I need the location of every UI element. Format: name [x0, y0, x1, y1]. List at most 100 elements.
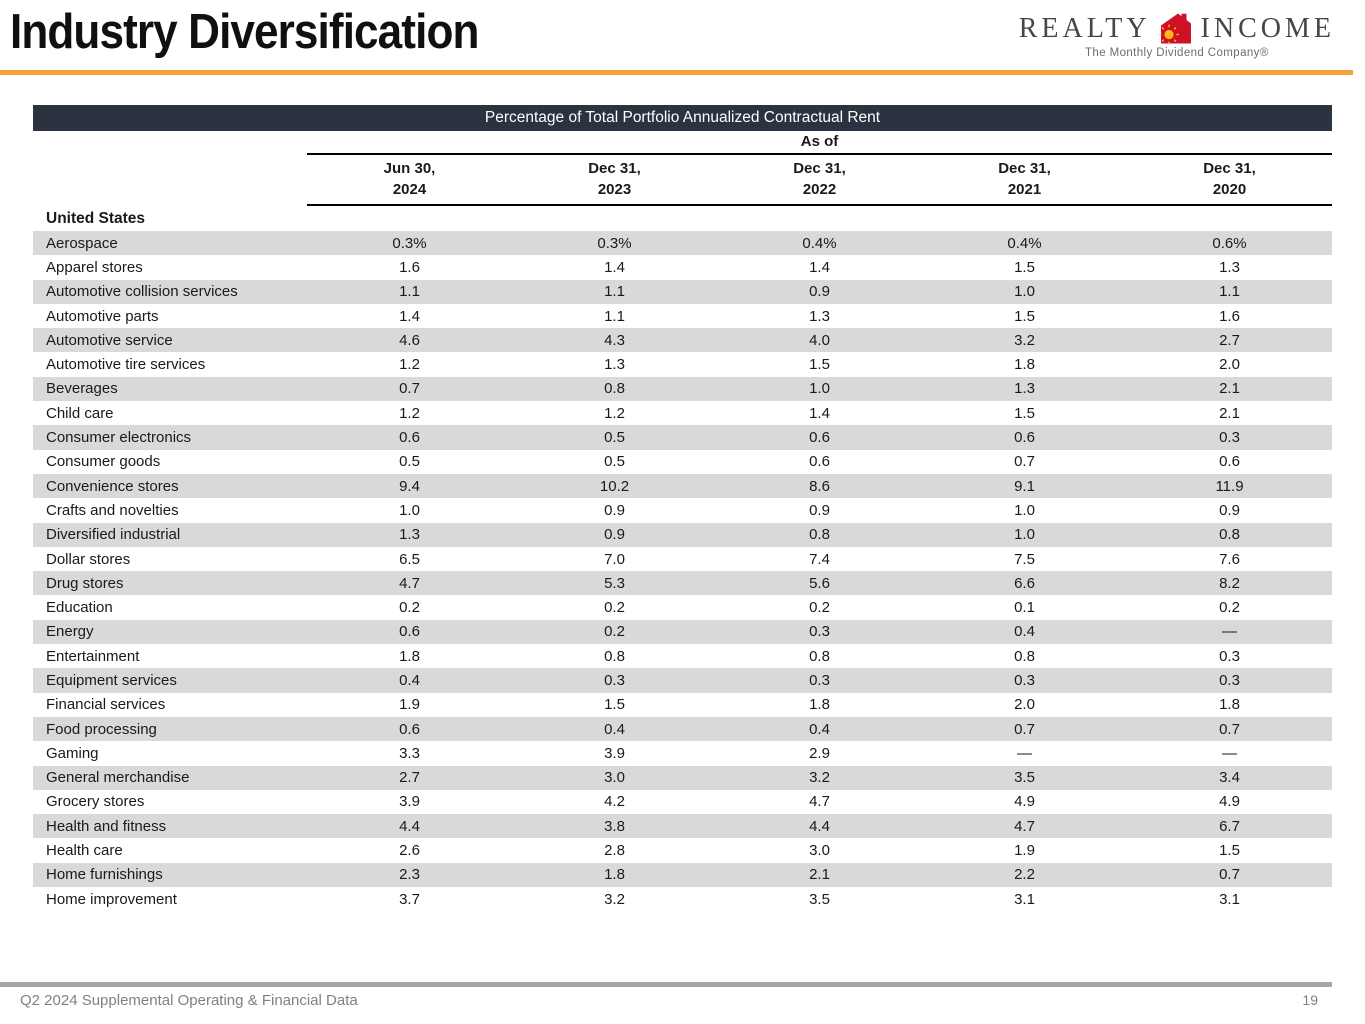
title-accent-rule — [0, 70, 1353, 75]
value-cell: 3.9 — [604, 744, 625, 762]
value-cell: 1.3 — [809, 307, 830, 325]
value-cell: 2.1 — [809, 866, 830, 884]
value-cell: 4.9 — [1219, 793, 1240, 811]
date-column-header-2022: Dec 31, 2022 — [793, 160, 846, 198]
date-column-header-2023: Dec 31, 2023 — [588, 160, 641, 198]
value-cell: 9.1 — [1014, 477, 1035, 495]
table-row: Child care 1.2 1.2 1.4 1.5 2.1 — [33, 401, 1332, 425]
table-row: Diversified industrial 1.3 0.9 0.8 1.0 0.8 — [33, 522, 1332, 547]
value-cell: 0.4 — [399, 671, 420, 689]
value-cell: 0.2 — [399, 599, 420, 617]
value-cell: 8.6 — [809, 477, 830, 495]
industry-label: Gaming — [46, 744, 99, 762]
value-cell: 4.3 — [604, 331, 625, 349]
value-cell: 1.2 — [399, 404, 420, 422]
industry-label: General merchandise — [46, 769, 190, 787]
value-cell: 1.3 — [604, 356, 625, 374]
value-cell: 0.3 — [1219, 429, 1240, 447]
value-cell: 7.4 — [809, 550, 830, 568]
industry-label: Beverages — [46, 380, 118, 398]
industry-label: Aerospace — [46, 234, 118, 252]
table-row: Financial services 1.9 1.5 1.8 2.0 1.8 — [33, 693, 1332, 717]
table-row: Convenience stores 9.4 10.2 8.6 9.1 11.9 — [33, 473, 1332, 499]
as-of-label: As of — [307, 133, 1332, 155]
value-cell: 1.1 — [1219, 283, 1240, 301]
value-cell: 0.3% — [597, 234, 632, 252]
value-cell: 6.6 — [1014, 574, 1035, 592]
value-cell: 0.4 — [809, 720, 830, 738]
value-cell: 1.1 — [399, 283, 420, 301]
value-cell: 1.0 — [809, 380, 830, 398]
table-row: Equipment services 0.4 0.3 0.3 0.3 0.3 — [33, 668, 1332, 693]
value-cell: 2.9 — [809, 744, 830, 762]
value-cell: 3.2 — [604, 890, 625, 908]
value-cell: 7.0 — [604, 550, 625, 568]
value-cell: 1.5 — [1014, 307, 1035, 325]
table-row: Automotive parts 1.4 1.1 1.3 1.5 1.6 — [33, 304, 1332, 328]
value-cell: 1.5 — [1014, 258, 1035, 276]
value-cell: 0.8 — [1219, 526, 1240, 544]
value-cell: 0.6 — [809, 429, 830, 447]
value-cell: 0.9 — [604, 526, 625, 544]
value-cell: 1.0 — [1014, 501, 1035, 519]
value-cell: 2.3 — [399, 866, 420, 884]
value-cell: 1.9 — [1014, 842, 1035, 860]
value-cell: 0.5 — [604, 429, 625, 447]
industry-label: Financial services — [46, 696, 166, 714]
industry-label: Home improvement — [46, 890, 177, 908]
value-cell: 0.6 — [1219, 453, 1240, 471]
value-cell: 0.8 — [604, 380, 625, 398]
value-cell: 0.1 — [1014, 599, 1035, 617]
value-cell: 0.6 — [399, 720, 420, 738]
value-cell: 1.3 — [1219, 258, 1240, 276]
house-icon — [1158, 12, 1194, 45]
table-row: Consumer goods 0.5 0.5 0.6 0.7 0.6 — [33, 450, 1332, 474]
table-row: Entertainment 1.8 0.8 0.8 0.8 0.3 — [33, 644, 1332, 668]
value-cell: 0.3 — [809, 623, 830, 641]
value-cell: 2.7 — [1219, 331, 1240, 349]
value-cell: 3.1 — [1014, 890, 1035, 908]
value-cell: 2.1 — [1219, 380, 1240, 398]
value-cell: 6.5 — [399, 550, 420, 568]
table-row: Automotive collision services 1.1 1.1 0.9 1.… — [33, 279, 1332, 304]
value-cell: 1.9 — [399, 696, 420, 714]
value-cell: 2.0 — [1014, 696, 1035, 714]
value-cell: — — [1222, 623, 1237, 641]
value-cell: 2.0 — [1219, 356, 1240, 374]
rent-table: Percentage of Total Portfolio Annualized… — [33, 105, 1332, 911]
table-row: Drug stores 4.7 5.3 5.6 6.6 8.2 — [33, 571, 1332, 596]
value-cell: 8.2 — [1219, 574, 1240, 592]
value-cell: 3.7 — [399, 890, 420, 908]
value-cell: 0.2 — [809, 599, 830, 617]
table-row: Automotive service 4.6 4.3 4.0 3.2 2.7 — [33, 328, 1332, 353]
value-cell: 0.2 — [604, 623, 625, 641]
date-columns: Jun 30, 2024 Dec 31, 2023 Dec 31, 2022 Dec … — [307, 155, 1332, 206]
value-cell: 4.4 — [399, 817, 420, 835]
table-title-bar: Percentage of Total Portfolio Annualized… — [33, 105, 1332, 131]
table-row: Education 0.2 0.2 0.2 0.1 0.2 — [33, 595, 1332, 619]
logo-word-income: INCOME — [1200, 12, 1335, 44]
value-cell: 0.7 — [1219, 866, 1240, 884]
value-cell: 1.2 — [399, 356, 420, 374]
value-cell: 1.0 — [1014, 526, 1035, 544]
value-cell: 1.8 — [604, 866, 625, 884]
value-cell: 0.6 — [399, 623, 420, 641]
footer-divider — [0, 982, 1332, 987]
value-cell: 6.7 — [1219, 817, 1240, 835]
value-cell: — — [1017, 744, 1032, 762]
industry-label: Equipment services — [46, 671, 177, 689]
value-cell: 2.8 — [604, 842, 625, 860]
industry-label: Drug stores — [46, 574, 124, 592]
value-cell: 0.3 — [604, 671, 625, 689]
value-cell: 0.9 — [604, 501, 625, 519]
table-row: Dollar stores 6.5 7.0 7.4 7.5 7.6 — [33, 547, 1332, 571]
value-cell: 0.4 — [604, 720, 625, 738]
industry-label: Diversified industrial — [46, 526, 181, 544]
value-cell: 1.5 — [1219, 842, 1240, 860]
value-cell: 1.5 — [1014, 404, 1035, 422]
table-row: Consumer electronics 0.6 0.5 0.6 0.6 0.3 — [33, 425, 1332, 450]
value-cell: 0.6% — [1212, 234, 1247, 252]
value-cell: 0.7 — [1014, 453, 1035, 471]
table-row: Energy 0.6 0.2 0.3 0.4 — — [33, 619, 1332, 645]
value-cell: 4.6 — [399, 331, 420, 349]
